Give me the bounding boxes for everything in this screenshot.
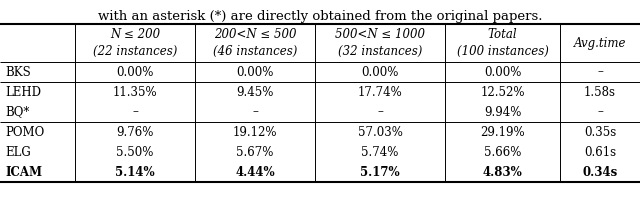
Text: BKS: BKS: [5, 65, 31, 78]
Text: 0.00%: 0.00%: [116, 65, 154, 78]
Text: 9.76%: 9.76%: [116, 125, 154, 138]
Text: 5.67%: 5.67%: [236, 145, 274, 159]
Text: LEHD: LEHD: [5, 85, 41, 99]
Text: –: –: [597, 106, 603, 118]
Text: 19.12%: 19.12%: [233, 125, 277, 138]
Text: 5.50%: 5.50%: [116, 145, 154, 159]
Text: 5.74%: 5.74%: [362, 145, 399, 159]
Text: Total
(100 instances): Total (100 instances): [456, 28, 548, 58]
Text: 9.94%: 9.94%: [484, 106, 521, 118]
Text: N ≤ 200
(22 instances): N ≤ 200 (22 instances): [93, 28, 177, 58]
Text: –: –: [132, 106, 138, 118]
Text: 0.00%: 0.00%: [236, 65, 274, 78]
Text: 5.14%: 5.14%: [115, 166, 155, 178]
Text: 0.34s: 0.34s: [582, 166, 618, 178]
Text: 4.83%: 4.83%: [483, 166, 522, 178]
Text: 5.66%: 5.66%: [484, 145, 521, 159]
Text: 29.19%: 29.19%: [480, 125, 525, 138]
Text: ELG: ELG: [5, 145, 31, 159]
Text: –: –: [252, 106, 258, 118]
Text: 0.00%: 0.00%: [484, 65, 521, 78]
Text: 500<N ≤ 1000
(32 instances): 500<N ≤ 1000 (32 instances): [335, 28, 425, 58]
Text: ICAM: ICAM: [5, 166, 42, 178]
Text: –: –: [597, 65, 603, 78]
Text: 12.52%: 12.52%: [480, 85, 525, 99]
Text: 5.17%: 5.17%: [360, 166, 400, 178]
Text: 4.44%: 4.44%: [235, 166, 275, 178]
Text: 0.00%: 0.00%: [362, 65, 399, 78]
Text: 11.35%: 11.35%: [113, 85, 157, 99]
Text: 9.45%: 9.45%: [236, 85, 274, 99]
Text: with an asterisk (*) are directly obtained from the original papers.: with an asterisk (*) are directly obtain…: [98, 10, 542, 23]
Text: –: –: [377, 106, 383, 118]
Text: Avg.time: Avg.time: [573, 37, 627, 49]
Text: 0.61s: 0.61s: [584, 145, 616, 159]
Text: 0.35s: 0.35s: [584, 125, 616, 138]
Text: 17.74%: 17.74%: [358, 85, 403, 99]
Text: 1.58s: 1.58s: [584, 85, 616, 99]
Text: 200<N ≤ 500
(46 instances): 200<N ≤ 500 (46 instances): [213, 28, 297, 58]
Text: 57.03%: 57.03%: [358, 125, 403, 138]
Text: BQ*: BQ*: [5, 106, 29, 118]
Text: POMO: POMO: [5, 125, 44, 138]
